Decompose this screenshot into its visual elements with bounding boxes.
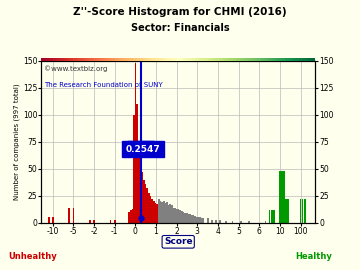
Bar [207,218,208,223]
Bar [149,196,151,223]
Bar [145,184,147,223]
Y-axis label: Number of companies (997 total): Number of companies (997 total) [13,83,20,200]
Bar [193,215,194,223]
Bar [231,221,233,223]
Bar [110,220,112,223]
Bar [173,208,175,223]
Bar [265,221,266,223]
Bar [283,171,285,223]
Bar [158,199,159,223]
Text: Healthy: Healthy [295,252,332,261]
Bar [271,210,273,223]
Bar [128,212,130,223]
Bar [197,217,199,223]
Bar [48,217,50,223]
Bar [179,210,181,223]
Bar [148,193,150,223]
Bar [304,199,306,223]
Bar [225,221,227,223]
Bar [194,216,196,223]
Bar [132,209,133,223]
Bar [68,208,70,223]
Bar [143,180,145,223]
Bar [211,220,213,223]
Bar [136,104,138,223]
Bar [133,115,135,223]
Bar [159,201,161,223]
Bar [146,188,148,223]
Bar [184,213,186,223]
Text: Unhealthy: Unhealthy [8,252,57,261]
Bar [151,199,153,223]
Bar [130,210,132,223]
Bar [176,209,178,223]
Bar [169,204,171,223]
Bar [89,220,91,223]
Bar [240,221,242,223]
Bar [202,218,204,223]
Bar [154,203,156,223]
Bar [52,217,54,223]
Bar [186,213,188,223]
Bar [279,171,281,223]
Bar [181,211,183,223]
Bar [72,208,74,223]
Bar [177,209,179,223]
Bar [93,220,95,223]
Bar [281,171,283,223]
Bar [153,201,154,223]
Bar [287,199,289,223]
Bar [188,214,189,223]
Bar [302,199,303,223]
Bar [300,199,301,223]
Text: Sector: Financials: Sector: Financials [131,23,229,33]
Bar [196,217,198,223]
Bar [189,214,191,223]
Bar [248,221,250,223]
Bar [161,202,163,223]
Bar [114,220,116,223]
Text: ©www.textbiz.org: ©www.textbiz.org [44,66,108,72]
Bar [191,215,193,223]
Bar [183,212,184,223]
Bar [166,202,168,223]
Bar [219,220,221,223]
Bar [215,220,217,223]
Text: The Research Foundation of SUNY: The Research Foundation of SUNY [44,82,163,88]
Bar [273,210,275,223]
Bar [140,163,141,223]
Bar [165,203,166,223]
Bar [201,218,203,223]
Bar [156,204,158,223]
Bar [138,147,140,223]
Bar [174,208,176,223]
Bar [171,205,173,223]
Bar [141,172,143,223]
Bar [163,201,165,223]
Text: 0.2547: 0.2547 [126,145,161,154]
Text: Z''-Score Histogram for CHMI (2016): Z''-Score Histogram for CHMI (2016) [73,7,287,17]
Bar [285,199,287,223]
Bar [269,210,270,223]
Bar [135,63,136,223]
Bar [168,205,170,223]
Bar [199,217,201,223]
X-axis label: Score: Score [164,237,193,246]
